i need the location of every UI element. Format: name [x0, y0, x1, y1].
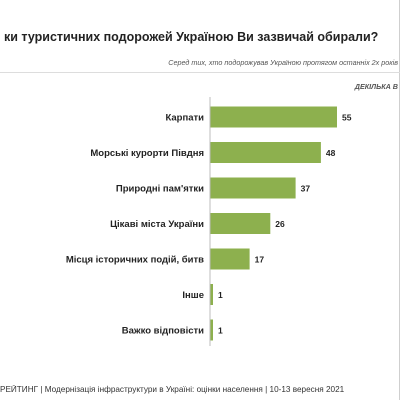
- category-label: Цікаві міста України: [110, 219, 204, 230]
- bar-chart: Карпати 55 Морські курорти Півдня 48 Природн…: [66, 97, 352, 346]
- category-label: Природні пам'ятки: [116, 184, 204, 195]
- header-divider: [0, 72, 400, 73]
- bar: [210, 177, 296, 199]
- bar: [210, 284, 213, 305]
- category-label: Карпати: [165, 113, 204, 124]
- bar: [210, 142, 321, 163]
- chart-title: ки туристичних подорожей Україною Ви заз…: [4, 30, 379, 44]
- footer-source: РЕЙТИНГ | Модернізація інфраструктури в …: [0, 385, 345, 394]
- data-label: 48: [326, 148, 336, 158]
- data-label: 37: [301, 184, 311, 194]
- bar: [210, 106, 337, 128]
- category-label: Морські курорти Півдня: [90, 148, 204, 159]
- category-label: Місця історичних подій, битв: [66, 255, 204, 266]
- category-label: Важко відповісти: [122, 326, 204, 337]
- data-label: 17: [255, 255, 265, 265]
- data-label: 55: [342, 113, 352, 123]
- bar: [210, 319, 213, 341]
- bar: [210, 213, 271, 234]
- data-label: 26: [275, 219, 285, 229]
- bar: [210, 248, 250, 270]
- chart-note: ДЕКІЛЬКА В: [354, 82, 398, 91]
- category-label: Інше: [182, 290, 204, 301]
- data-label: 1: [218, 326, 223, 336]
- data-label: 1: [218, 290, 223, 300]
- chart-subtitle: Серед тих, хто подорожував Україною прот…: [168, 58, 398, 67]
